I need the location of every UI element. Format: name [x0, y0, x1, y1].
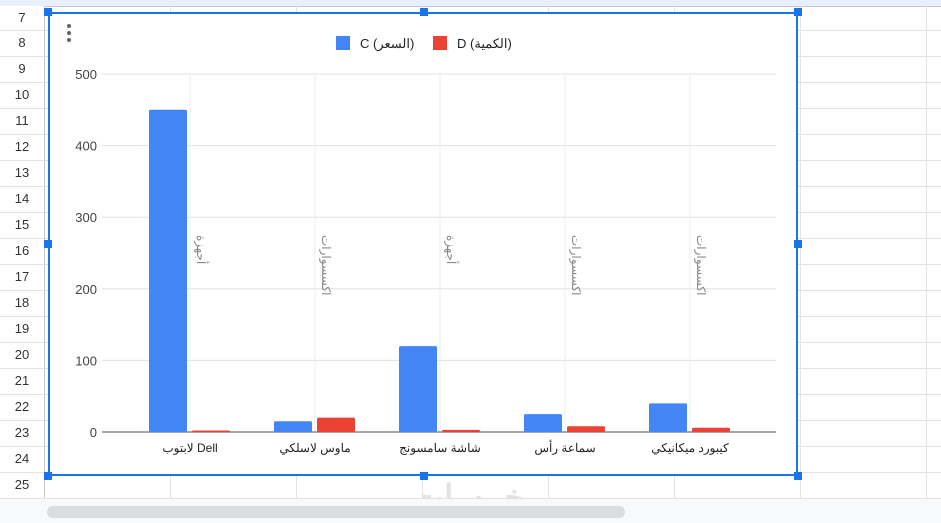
row-number[interactable]: 24 [14, 451, 30, 466]
column-header-bar [0, 0, 941, 7]
row-number[interactable]: 22 [14, 399, 30, 414]
row-number[interactable]: 15 [14, 217, 30, 232]
row-number[interactable]: 25 [14, 477, 30, 492]
bar-d [192, 430, 230, 432]
bar-chart: C (السعر) D (الكمية) 0 100 200 300 400 500 أجهز… [75, 36, 776, 455]
resize-handle[interactable] [794, 472, 802, 480]
bar-d [692, 427, 730, 432]
bar-c [149, 109, 187, 433]
x-tick-label: لابتوب Dell [162, 441, 217, 455]
bar-c [399, 346, 437, 432]
bar-c [524, 414, 562, 432]
row-number[interactable]: 19 [14, 321, 30, 336]
y-tick-label: 400 [75, 139, 97, 154]
bar-c [274, 421, 312, 432]
category-group-label: أجهزة [194, 235, 209, 264]
row-number[interactable]: 16 [14, 243, 30, 258]
x-tick-label: سماعة رأس [534, 440, 595, 455]
bar-d [317, 417, 355, 432]
column-gridline [926, 6, 927, 498]
resize-handle[interactable] [794, 8, 802, 16]
row-number[interactable]: 23 [14, 425, 30, 440]
category-group-label: اكسسوارات [319, 235, 333, 295]
row-number[interactable]: 20 [14, 347, 30, 362]
y-tick-label: 500 [75, 67, 97, 82]
category-group-label: أجهزة [444, 235, 459, 264]
y-tick-label: 200 [75, 282, 97, 297]
chart-menu-icon[interactable] [66, 24, 72, 44]
resize-handle[interactable] [44, 240, 52, 248]
category-group-label: اكسسوارات [694, 235, 708, 295]
bars [149, 109, 730, 433]
x-tick-label: شاشة سامسونج [399, 441, 481, 455]
row-number[interactable]: 21 [14, 373, 30, 388]
y-tick-label: 0 [90, 425, 97, 440]
bar-d [567, 426, 605, 432]
category-group-label: اكسسوارات [569, 235, 583, 295]
legend-swatch [433, 36, 447, 50]
y-tick-label: 100 [75, 353, 97, 368]
bar-d [442, 429, 480, 432]
x-tick-label: ماوس لاسلكي [279, 441, 350, 455]
resize-handle[interactable] [420, 8, 428, 16]
horizontal-scrollbar-thumb[interactable] [47, 506, 625, 518]
row-number[interactable]: 7 [18, 10, 26, 25]
row-number[interactable]: 8 [18, 35, 26, 50]
y-tick-label: 300 [75, 210, 97, 225]
row-header: 7 8 9 10 11 12 13 14 15 16 17 18 19 20 21 22 23 24 25 [0, 6, 45, 498]
resize-handle[interactable] [44, 472, 52, 480]
row-number[interactable]: 17 [14, 269, 30, 284]
bar-c [649, 403, 687, 432]
axis-labels: 0 100 200 300 400 500 أجهزة لابتوب Dell اكسسوارا… [75, 67, 729, 455]
column-gridline [800, 6, 801, 498]
legend-swatch [336, 36, 350, 50]
row-number[interactable]: 11 [15, 113, 29, 128]
chart-container[interactable]: C (السعر) D (الكمية) 0 100 200 300 400 500 أجهز… [48, 12, 798, 476]
legend-label: C (السعر) [360, 36, 414, 52]
row-number[interactable]: 14 [14, 191, 30, 206]
resize-handle[interactable] [420, 472, 428, 480]
row-number[interactable]: 12 [14, 139, 30, 154]
legend: C (السعر) D (الكمية) [336, 36, 512, 52]
row-number[interactable]: 18 [14, 295, 30, 310]
legend-label: D (الكمية) [457, 36, 512, 51]
row-number[interactable]: 10 [14, 87, 30, 102]
x-tick-label: كيبورد ميكانيكي [651, 441, 729, 455]
resize-handle[interactable] [794, 240, 802, 248]
row-number[interactable]: 13 [14, 165, 30, 180]
resize-handle[interactable] [44, 8, 52, 16]
row-number[interactable]: 9 [18, 61, 26, 76]
